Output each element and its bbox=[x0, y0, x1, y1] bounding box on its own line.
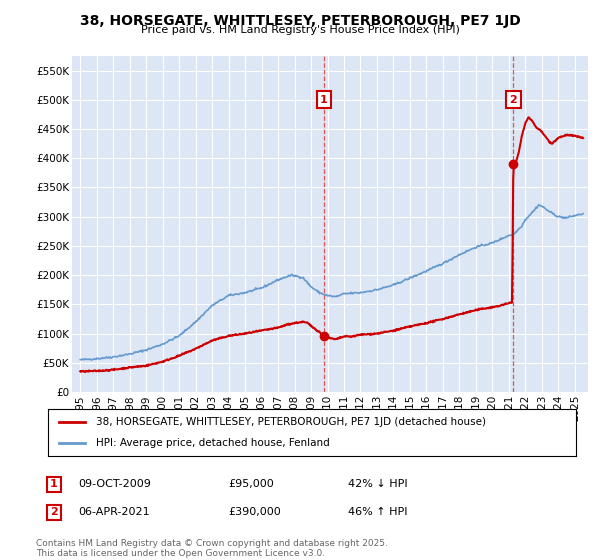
Text: £95,000: £95,000 bbox=[228, 479, 274, 489]
Text: 38, HORSEGATE, WHITTLESEY, PETERBOROUGH, PE7 1JD (detached house): 38, HORSEGATE, WHITTLESEY, PETERBOROUGH,… bbox=[95, 417, 485, 427]
Text: Contains HM Land Registry data © Crown copyright and database right 2025.
This d: Contains HM Land Registry data © Crown c… bbox=[36, 539, 388, 558]
Text: 42% ↓ HPI: 42% ↓ HPI bbox=[348, 479, 407, 489]
Text: Price paid vs. HM Land Registry's House Price Index (HPI): Price paid vs. HM Land Registry's House … bbox=[140, 25, 460, 35]
Text: 46% ↑ HPI: 46% ↑ HPI bbox=[348, 507, 407, 517]
Text: 38, HORSEGATE, WHITTLESEY, PETERBOROUGH, PE7 1JD: 38, HORSEGATE, WHITTLESEY, PETERBOROUGH,… bbox=[80, 14, 520, 28]
Text: 1: 1 bbox=[320, 95, 328, 105]
Text: 2: 2 bbox=[50, 507, 58, 517]
Text: £390,000: £390,000 bbox=[228, 507, 281, 517]
Text: HPI: Average price, detached house, Fenland: HPI: Average price, detached house, Fenl… bbox=[95, 438, 329, 448]
Text: 2: 2 bbox=[509, 95, 517, 105]
Text: 1: 1 bbox=[50, 479, 58, 489]
Text: 09-OCT-2009: 09-OCT-2009 bbox=[78, 479, 151, 489]
Text: 06-APR-2021: 06-APR-2021 bbox=[78, 507, 149, 517]
